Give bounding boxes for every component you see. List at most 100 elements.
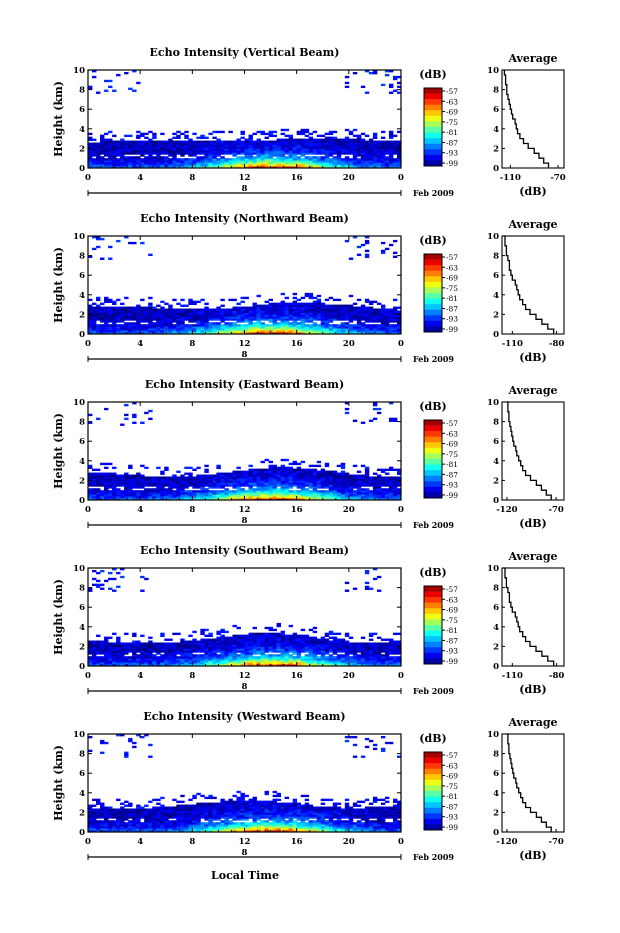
- colorbar-tick-label: -75: [446, 450, 458, 459]
- heatmap-cell: [341, 639, 345, 641]
- heatmap-cell: [353, 139, 357, 141]
- colorbar-segment: [424, 442, 442, 448]
- heatmap-cell: [293, 297, 297, 299]
- heatmap-cell: [164, 639, 168, 641]
- heatmap-cell: [88, 86, 92, 88]
- heatmap-cell: [369, 72, 373, 74]
- heatmap-cell: [136, 490, 140, 492]
- heatmap-cell: [345, 633, 349, 635]
- heatmap-cell: [224, 637, 228, 639]
- x-tick-label: 0: [398, 505, 404, 515]
- heatmap-cell: [140, 590, 144, 592]
- heatmap-cell: [377, 637, 381, 639]
- colorbar-segment: [424, 271, 442, 277]
- heatmap-cell: [329, 137, 333, 139]
- heatmap-cell: [361, 642, 365, 644]
- y-tick-label: 6: [79, 105, 85, 115]
- heatmap-cell: [361, 244, 365, 246]
- heatmap-cell: [253, 133, 257, 135]
- colorbar-tick-label: -87: [446, 304, 458, 313]
- heatmap-cell: [224, 631, 228, 633]
- heatmap-cell: [136, 156, 140, 158]
- heatmap-cell: [269, 461, 273, 463]
- colorbar-segment: [424, 476, 442, 482]
- heatmap-cell: [92, 76, 96, 78]
- heatmap-cell: [317, 135, 321, 137]
- heatmap-cell: [297, 467, 301, 469]
- colorbar-tick-label: -69: [446, 440, 458, 449]
- heatmap-cell: [144, 307, 148, 309]
- heatmap-cell: [337, 324, 341, 326]
- heatmap-cell: [341, 322, 345, 324]
- heatmap-cell: [204, 469, 208, 471]
- colorbar-segment: [424, 321, 442, 327]
- heatmap-cell: [120, 303, 124, 305]
- colorbar-segment: [424, 155, 442, 161]
- colorbar-segment: [424, 110, 442, 116]
- profile-line: [504, 236, 554, 334]
- heatmap-cell: [249, 135, 253, 137]
- heatmap-cell: [104, 307, 108, 309]
- heatmap-cell: [92, 303, 96, 305]
- colorbar-segment: [424, 487, 442, 493]
- heatmap-cell: [132, 490, 136, 492]
- heatmap-cell: [188, 641, 192, 643]
- heatmap-cell: [180, 309, 184, 311]
- heatmap-cell: [345, 129, 349, 131]
- colorbar-segment: [424, 299, 442, 305]
- heatmap-cell: [301, 635, 305, 637]
- colorbar-segment: [424, 94, 442, 100]
- heatmap-cell: [108, 86, 112, 88]
- heatmap-cell: [224, 473, 228, 475]
- heatmap-cell: [385, 74, 389, 76]
- heatmap-cell: [325, 463, 329, 465]
- heatmap-cell: [228, 637, 232, 639]
- heatmap-cell: [289, 654, 293, 656]
- x-tick-label: 0: [398, 173, 404, 183]
- heatmap-cell: [361, 488, 365, 490]
- profile-y-tick-label: 6: [493, 437, 499, 447]
- heatmap-cell: [289, 635, 293, 637]
- heatmap-cell: [236, 307, 240, 309]
- y-tick-label: 2: [79, 476, 85, 486]
- heatmap-cell: [116, 637, 120, 639]
- heatmap-cell: [253, 656, 257, 658]
- heatmap-cell: [124, 656, 128, 658]
- heatmap-cell: [297, 303, 301, 305]
- heatmap-cell: [305, 303, 309, 305]
- heatmap-cell: [357, 254, 361, 256]
- heatmap-cell: [236, 635, 240, 637]
- heatmap-cell: [124, 642, 128, 644]
- heatmap-cell: [385, 248, 389, 250]
- heatmap-cell: [321, 156, 325, 158]
- heatmap-cell: [377, 475, 381, 477]
- heatmap-cell: [301, 303, 305, 305]
- heatmap-cell: [184, 324, 188, 326]
- heatmap-cell: [333, 637, 337, 639]
- heatmap-cell: [104, 467, 108, 469]
- heatmap-cell: [204, 141, 208, 143]
- heatmap-cell: [100, 588, 104, 590]
- colorbar-label: (dB): [419, 234, 446, 247]
- heatmap-cell: [373, 418, 377, 420]
- heatmap-cell: [393, 299, 397, 301]
- profile-line: [507, 402, 551, 500]
- heatmap-cell: [100, 238, 104, 240]
- heatmap-cell: [273, 633, 277, 635]
- heatmap-cells: [88, 568, 401, 666]
- heatmap-cell: [228, 309, 232, 311]
- heatmap-cell: [385, 309, 389, 311]
- heatmap-cell: [148, 418, 152, 420]
- heatmap-cell: [108, 246, 112, 248]
- heatmap-cell: [253, 627, 257, 629]
- heatmap-cell: [365, 488, 369, 490]
- heatmap-cell: [297, 131, 301, 133]
- heatmap-cell: [317, 299, 321, 301]
- heatmap-cell: [285, 135, 289, 137]
- y-tick-label: 6: [79, 437, 85, 447]
- heatmap-cell: [108, 463, 112, 465]
- heatmap-cell: [325, 490, 329, 492]
- heatmap-cell: [140, 642, 144, 644]
- heatmap-cell: [124, 404, 128, 406]
- heatmap-cell: [152, 141, 156, 143]
